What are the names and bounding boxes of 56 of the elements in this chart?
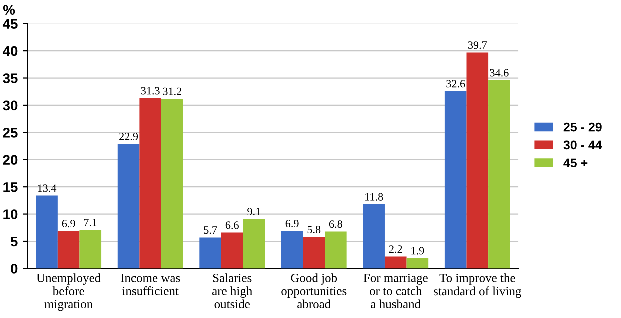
data-label: 31.3 <box>141 87 160 95</box>
bar <box>221 232 244 269</box>
data-label: 6.6 <box>226 222 239 230</box>
data-label: 32.6 <box>446 80 466 88</box>
legend-label: 45 + <box>564 158 588 168</box>
bar <box>243 219 266 269</box>
data-label: 5.8 <box>308 226 321 234</box>
y-axis-title: % <box>3 5 16 15</box>
y-tick-label: 0 <box>11 264 18 274</box>
data-label: 9.1 <box>248 208 260 216</box>
x-tick-label: Salaries are high outside <box>212 274 252 309</box>
data-label: 31.2 <box>163 88 182 96</box>
x-tick-label: Good job opportunities abroad <box>282 274 347 309</box>
data-label: 13.4 <box>38 184 57 192</box>
data-label: 34.6 <box>490 69 509 77</box>
bar <box>281 231 304 269</box>
bar <box>36 196 58 269</box>
y-tick-label: 30 <box>3 100 18 111</box>
legend-label: 30 - 44 <box>564 140 602 150</box>
data-label: 39.7 <box>468 42 488 50</box>
y-tick-label: 15 <box>4 182 18 192</box>
bar <box>444 91 467 269</box>
x-tick-label: Income was insufficient <box>121 274 180 296</box>
data-label: 11.8 <box>366 193 384 201</box>
bar <box>303 237 326 269</box>
y-tick-label: 25 <box>3 128 18 138</box>
data-label: 6.9 <box>62 220 76 228</box>
y-tick-label: 10 <box>4 210 18 220</box>
bar <box>200 238 222 269</box>
x-tick-label: To improve the standard of living <box>434 274 522 298</box>
y-tick-label: 35 <box>3 74 18 84</box>
bar <box>363 204 385 269</box>
data-label: 1.9 <box>412 247 424 255</box>
data-label: 6.9 <box>286 220 299 228</box>
bar <box>325 232 347 269</box>
data-label: 7.1 <box>84 218 97 226</box>
legend-label: 25 - 29 <box>564 122 602 132</box>
x-tick-label: Unemployed before migration <box>36 274 101 312</box>
bar <box>384 256 407 269</box>
y-tick-label: 20 <box>3 155 18 166</box>
bar <box>80 230 102 269</box>
data-label: 22.9 <box>120 132 138 141</box>
bar <box>118 144 140 269</box>
bar <box>58 231 80 269</box>
bar <box>466 52 489 269</box>
bar <box>140 98 162 269</box>
y-tick-label: 45 <box>2 19 18 30</box>
bar <box>161 98 184 269</box>
x-tick-label: For marriage or to catch a husband <box>364 274 428 309</box>
bar <box>488 80 510 269</box>
y-tick-label: 40 <box>2 46 18 56</box>
data-label: 5.7 <box>204 226 218 234</box>
data-label: 6.8 <box>329 220 342 228</box>
data-label: 2.2 <box>389 246 402 254</box>
y-tick-label: 5 <box>10 236 18 247</box>
bar <box>406 258 429 269</box>
